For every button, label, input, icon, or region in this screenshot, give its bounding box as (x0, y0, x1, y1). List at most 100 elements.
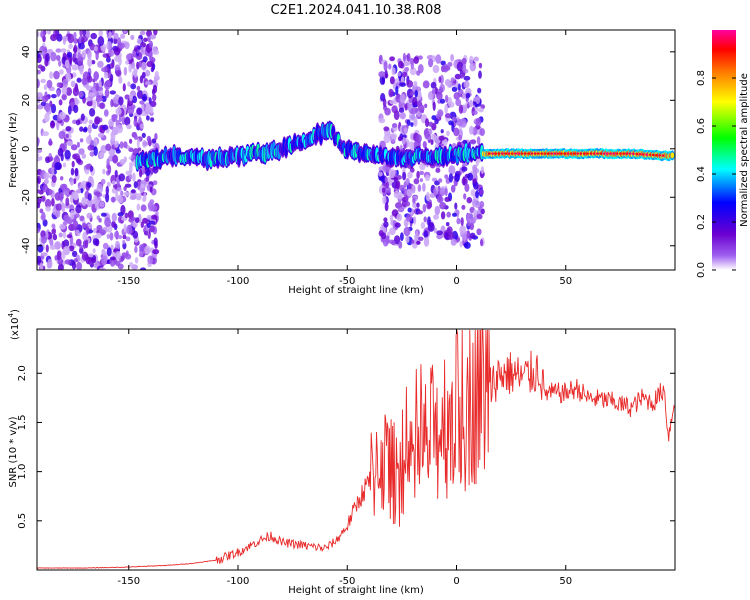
snr-y-ticks: 0.5 1.0 1.5 2.0 (17, 365, 675, 529)
noise-blob (108, 31, 112, 39)
ridge-peak (514, 152, 517, 155)
noise-blob (106, 41, 113, 51)
noise-blob (37, 189, 41, 194)
noise-blob (124, 41, 130, 50)
x-tick-label: -50 (339, 276, 355, 287)
noise-blob (70, 80, 76, 88)
noise-blob (463, 75, 471, 81)
noise-blob (416, 240, 421, 245)
noise-blob (141, 132, 146, 138)
noise-blob (51, 167, 55, 176)
noise-blob (395, 180, 401, 190)
noise-blob (465, 92, 471, 99)
noise-blob (88, 253, 94, 258)
noise-blob (125, 236, 131, 242)
noise-blob (458, 134, 463, 141)
x-tick-label: 0 (453, 276, 459, 287)
noise-blob (143, 37, 148, 42)
noise-blob (438, 178, 443, 183)
noise-blob (450, 54, 454, 62)
noise-blob (103, 109, 109, 117)
noise-blob (45, 53, 50, 62)
noise-blob (152, 249, 160, 255)
noise-blob (49, 120, 56, 129)
noise-blob (476, 228, 482, 236)
ridge-peak (619, 152, 622, 155)
noise-blob (114, 231, 120, 239)
noise-blob (60, 176, 64, 181)
noise-blob (472, 178, 477, 184)
noise-blob (75, 229, 80, 236)
noise-blob (96, 97, 100, 108)
ridge-peak (622, 152, 626, 155)
noise-blob (422, 80, 430, 89)
noise-blob (129, 195, 137, 200)
noise-blob (94, 116, 101, 125)
noise-blob (397, 136, 403, 142)
noise-blob (136, 138, 140, 148)
noise-blob (90, 32, 97, 40)
noise-blob (118, 115, 122, 123)
noise-blob (431, 115, 437, 121)
noise-blob (391, 240, 396, 246)
noise-blob (66, 51, 73, 58)
noise-blob (49, 156, 54, 162)
noise-blob (42, 131, 49, 137)
noise-blob (476, 136, 481, 145)
x-tick-label: -150 (117, 576, 140, 587)
noise-blob (469, 222, 475, 231)
noise-blob (404, 104, 408, 111)
noise-blob (381, 187, 386, 193)
noise-blob (452, 116, 457, 122)
noise-blob (61, 249, 66, 260)
noise-blob (407, 207, 412, 213)
colorbar: 0.0 0.2 0.4 0.6 0.8 Normalized spectral ampl… (696, 30, 750, 278)
ridge-peak (655, 154, 658, 157)
noise-blob (463, 80, 470, 89)
noise-blob (417, 90, 422, 100)
noise-blob (73, 104, 79, 114)
noise-blob (110, 196, 116, 203)
noise-blob (75, 119, 81, 126)
noise-blob (134, 69, 138, 78)
noise-blob (146, 222, 151, 228)
noise-blob (404, 66, 410, 72)
ridge-peak (589, 152, 593, 155)
ridge-peak (530, 152, 534, 155)
noise-blob (99, 102, 105, 109)
noise-blob (109, 232, 114, 241)
noise-blob (107, 164, 112, 175)
noise-blob (382, 236, 389, 247)
noise-blob (448, 101, 455, 108)
noise-blob (136, 107, 143, 115)
noise-blob (423, 237, 430, 247)
noise-blob (124, 116, 131, 126)
noise-blob (394, 222, 401, 228)
noise-blob (101, 248, 106, 256)
noise-blob (453, 92, 461, 100)
noise-blob (139, 123, 144, 129)
noise-blob (399, 82, 406, 87)
noise-blob (127, 81, 131, 87)
noise-blob (100, 178, 106, 185)
noise-blob (130, 216, 136, 221)
noise-blob (76, 77, 82, 83)
noise-blob (98, 267, 106, 270)
noise-blob (142, 141, 150, 146)
colorbar-tick-label: 0.0 (696, 262, 707, 278)
noise-blob (146, 61, 153, 68)
noise-blob (131, 61, 136, 70)
ridge-peak (533, 152, 537, 155)
noise-blob (140, 204, 147, 212)
noise-blob (145, 69, 151, 77)
noise-blob (150, 117, 155, 122)
noise-blob (436, 91, 443, 100)
noise-blob (469, 139, 477, 144)
noise-blob (114, 94, 119, 100)
noise-blob (427, 222, 435, 232)
noise-blob (389, 214, 394, 222)
noise-blob (55, 30, 60, 37)
noise-blob (463, 193, 467, 200)
noise-blob (144, 245, 151, 255)
noise-blob (111, 221, 116, 228)
